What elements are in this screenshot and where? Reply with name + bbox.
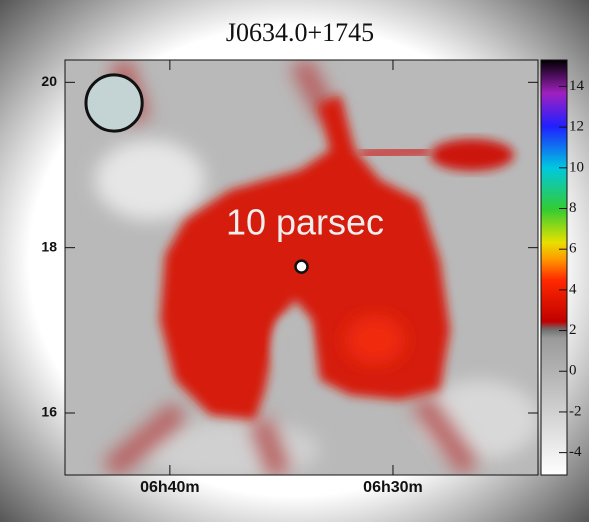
y-tick-label: 20: [41, 73, 57, 89]
map-feature: [430, 139, 514, 171]
map-feature: [95, 140, 205, 220]
colorbar-tick-label: 12: [569, 119, 584, 135]
colorbar-tick-label: -2: [569, 403, 582, 419]
x-tick-label: 06h40m: [140, 479, 200, 496]
colorbar-tick-label: 14: [569, 78, 585, 94]
colorbar-tick-label: 6: [569, 241, 577, 257]
x-tick-label: 06h30m: [363, 479, 423, 496]
y-tick-label: 18: [41, 238, 57, 254]
y-tick-label: 16: [41, 404, 57, 420]
chart: J0634.0+1745 10 parsec 16182006h40m06h30…: [0, 0, 589, 522]
colorbar: [541, 60, 567, 475]
beam: [86, 75, 142, 131]
colorbar-tick-label: 8: [569, 200, 577, 216]
annotation: 10 parsec: [226, 202, 384, 243]
colorbar-tick-label: 10: [569, 159, 584, 175]
map-feature: [345, 315, 405, 365]
map-feature: [272, 315, 308, 375]
map-feature: [360, 150, 430, 155]
colorbar-tick-label: 4: [569, 281, 577, 297]
source-marker: [296, 261, 308, 273]
colorbar-tick-label: -4: [569, 444, 582, 460]
chart-title: J0634.0+1745: [226, 18, 374, 47]
colorbar-tick-label: 0: [569, 363, 577, 379]
colorbar-tick-label: 2: [569, 322, 577, 338]
